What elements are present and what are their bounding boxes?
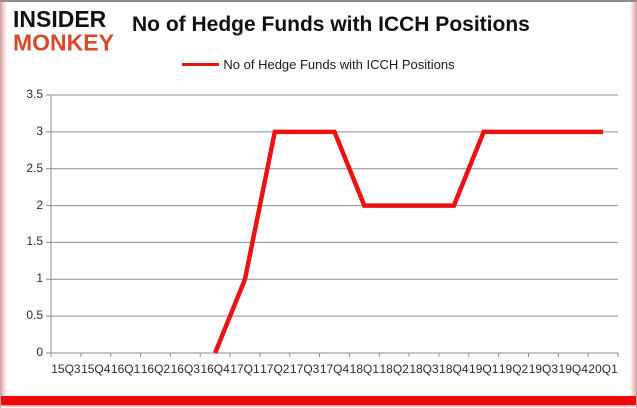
logo-line-insider: INSIDER <box>13 5 107 33</box>
series-line <box>213 129 604 354</box>
logo-line-monkey: MONKEY <box>13 28 114 56</box>
chart-title: No of Hedge Funds with ICCH Positions <box>132 13 530 36</box>
legend-line-swatch <box>182 63 220 66</box>
legend: No of Hedge Funds with ICCH Positions <box>1 57 636 72</box>
bottom-red-bar <box>1 396 636 405</box>
insider-monkey-logo: INSIDER MONKEY <box>13 5 114 56</box>
legend-label: No of Hedge Funds with ICCH Positions <box>223 57 455 72</box>
